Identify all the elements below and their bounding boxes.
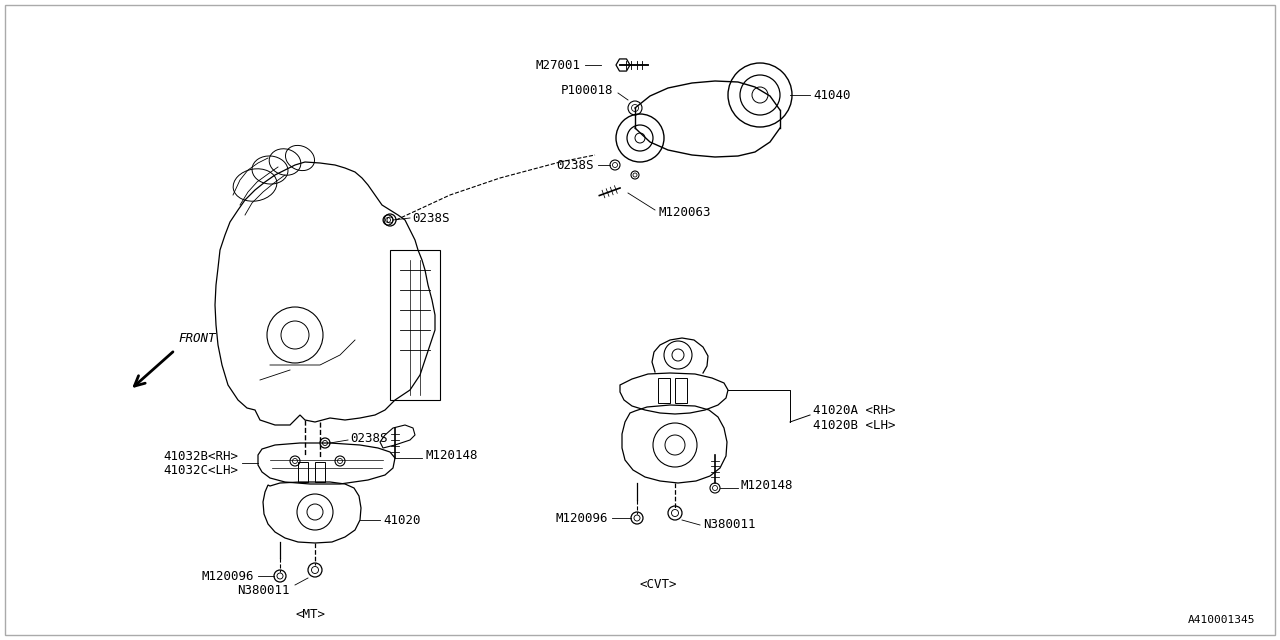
Text: 41020A <RH>: 41020A <RH> xyxy=(813,403,896,417)
Text: M27001: M27001 xyxy=(535,58,580,72)
Text: M120063: M120063 xyxy=(658,205,710,218)
Bar xyxy=(658,378,669,403)
Text: N380011: N380011 xyxy=(703,518,755,531)
Text: 0238S: 0238S xyxy=(412,211,449,225)
Text: <CVT>: <CVT> xyxy=(639,579,677,591)
Text: M120148: M120148 xyxy=(425,449,477,461)
Text: 41020: 41020 xyxy=(383,513,421,527)
Bar xyxy=(298,462,308,482)
Text: 41032B<RH>: 41032B<RH> xyxy=(163,449,238,463)
Text: N380011: N380011 xyxy=(238,584,291,596)
Bar xyxy=(675,378,687,403)
Text: P100018: P100018 xyxy=(561,83,613,97)
Text: 0238S: 0238S xyxy=(349,431,388,445)
Text: 0238S: 0238S xyxy=(557,159,594,172)
Text: 41040: 41040 xyxy=(813,88,850,102)
Bar xyxy=(315,462,325,482)
Text: 41020B <LH>: 41020B <LH> xyxy=(813,419,896,431)
Text: 41032C<LH>: 41032C<LH> xyxy=(163,463,238,477)
Text: M120096: M120096 xyxy=(201,570,253,582)
Text: FRONT: FRONT xyxy=(178,332,215,345)
Text: M120096: M120096 xyxy=(556,511,608,525)
Text: <MT>: <MT> xyxy=(294,609,325,621)
Text: A410001345: A410001345 xyxy=(1188,615,1254,625)
Text: M120148: M120148 xyxy=(740,479,792,492)
